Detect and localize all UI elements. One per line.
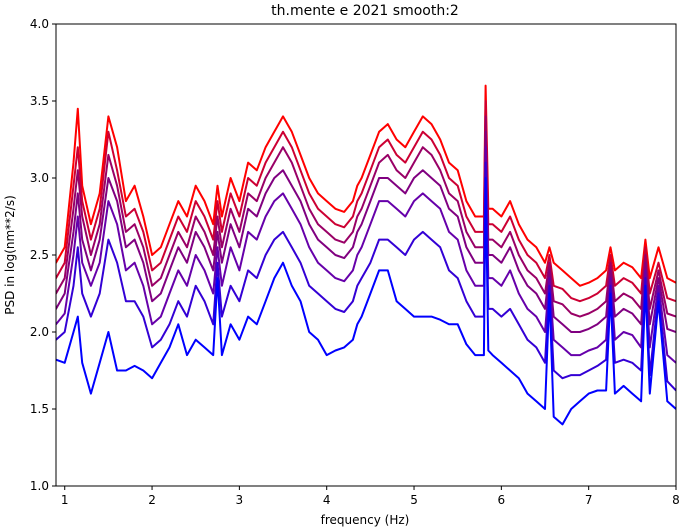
x-tick-label: 3	[236, 493, 244, 507]
x-tick-label: 4	[323, 493, 331, 507]
series-line-1	[56, 84, 676, 287]
y-tick-label: 1.0	[30, 479, 49, 493]
series-line-2	[56, 100, 676, 303]
x-tick-label: 8	[672, 493, 680, 507]
x-tick-label: 2	[148, 493, 156, 507]
y-tick-label: 4.0	[30, 17, 49, 31]
x-axis-title: frequency (Hz)	[321, 513, 410, 527]
series-layer	[56, 84, 676, 426]
series-line-3	[56, 115, 676, 318]
y-axis: 1.0 1.5 2.0 2.5 3.0 3.5 4.0	[30, 17, 56, 493]
x-axis: 1 2 3 4 5 6 7 8	[61, 486, 680, 507]
y-tick-label: 3.0	[30, 171, 49, 185]
x-tick-label: 5	[410, 493, 418, 507]
series-line-6	[56, 161, 676, 392]
y-axis-title: PSD in log(nm**2/s)	[3, 195, 17, 315]
chart-title: th.mente e 2021 smooth:2	[271, 3, 459, 19]
plot-area	[55, 23, 677, 487]
x-tick-label: 1	[61, 493, 69, 507]
y-tick-label: 2.0	[30, 325, 49, 339]
series-line-7	[56, 177, 676, 426]
series-line-4	[56, 130, 676, 333]
x-tick-label: 7	[585, 493, 593, 507]
y-tick-label: 3.5	[30, 94, 49, 108]
y-tick-label: 1.5	[30, 402, 49, 416]
series-line-5	[56, 146, 676, 364]
y-tick-label: 2.5	[30, 248, 49, 262]
x-tick-label: 6	[498, 493, 506, 507]
